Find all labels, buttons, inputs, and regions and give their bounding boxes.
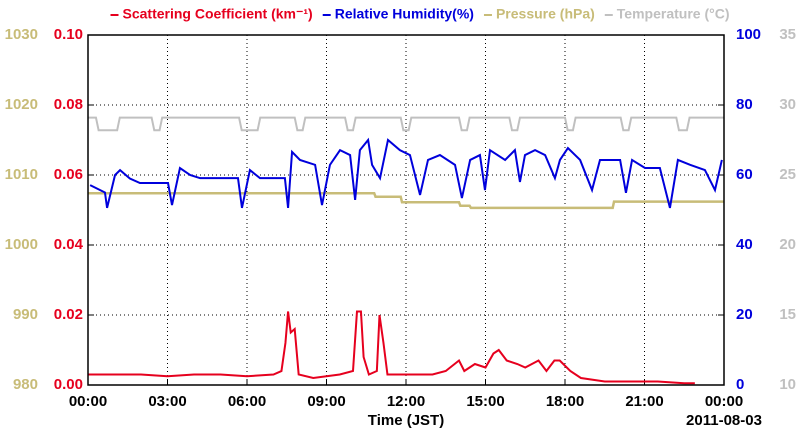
y-tick-label: 990 [13, 306, 38, 323]
y-tick-label: 20 [779, 236, 796, 253]
x-tick-label: 21:00 [625, 393, 663, 410]
series-line [88, 310, 695, 385]
legend: Scattering Coefficient (km⁻¹) Relative Hu… [110, 6, 730, 22]
x-tick-label: 12:00 [387, 393, 425, 410]
y-tick-label: 0.04 [54, 236, 84, 253]
y-tick-label: 15 [779, 306, 796, 323]
x-tick-label: 03:00 [148, 393, 186, 410]
x-axis-label: Time (JST) [368, 412, 444, 429]
plot-frame [87, 34, 725, 386]
y-tick-label: 10 [779, 376, 796, 393]
y-tick-label: 35 [779, 26, 796, 43]
series-line [89, 137, 723, 209]
y-tick-label: 0.06 [54, 166, 83, 183]
y-tick-label: 1000 [5, 236, 38, 253]
y-tick-label: 0.02 [54, 306, 83, 323]
y-tick-label: 0.00 [54, 376, 83, 393]
date-annotation: 2011-08-03 [686, 412, 762, 429]
y-tick-label: 1010 [5, 166, 38, 183]
y-tick-label: 25 [779, 166, 796, 183]
y-tick-label: 100 [736, 26, 761, 43]
y-tick-label: 1030 [5, 26, 38, 43]
x-tick-label: 00:00 [69, 393, 107, 410]
y-tick-label: 60 [736, 166, 753, 183]
y-tick-label: 1020 [5, 96, 38, 113]
y-tick-label: 0.08 [54, 96, 83, 113]
x-tick-label: 06:00 [228, 393, 266, 410]
y-tick-label: 0.10 [54, 26, 83, 43]
series-line [88, 191, 724, 210]
grid [87, 34, 725, 386]
y-tick-label: 30 [779, 96, 796, 113]
legend-label: Relative Humidity(%) [335, 6, 474, 22]
plot-lines [88, 116, 724, 385]
x-tick-label: 09:00 [307, 393, 345, 410]
legend-label: Scattering Coefficient (km⁻¹) [123, 6, 313, 22]
x-tick-label: 00:00 [705, 393, 743, 410]
x-tick-label: 18:00 [546, 393, 584, 410]
y-tick-label: 980 [13, 376, 38, 393]
y-tick-label: 0 [736, 376, 744, 393]
legend-label: Pressure (hPa) [496, 6, 595, 22]
series-line [88, 116, 724, 132]
y-tick-label: 20 [736, 306, 753, 323]
legend-label: Temperature (°C) [617, 6, 730, 22]
y-tick-label: 80 [736, 96, 753, 113]
y-tick-label: 40 [736, 236, 753, 253]
x-tick-label: 15:00 [466, 393, 504, 410]
